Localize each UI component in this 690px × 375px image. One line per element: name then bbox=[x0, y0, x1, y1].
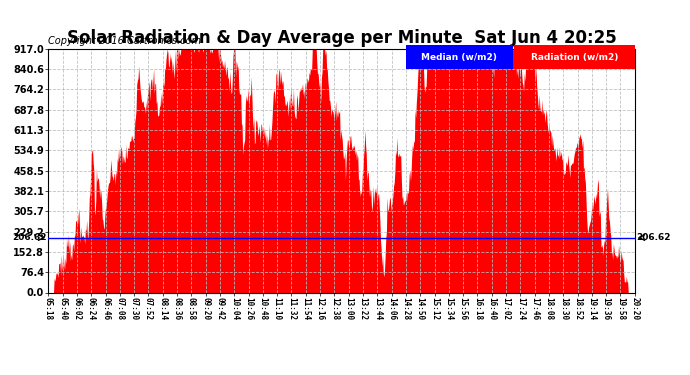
Title: Solar Radiation & Day Average per Minute  Sat Jun 4 20:25: Solar Radiation & Day Average per Minute… bbox=[67, 29, 616, 47]
Text: 206.62: 206.62 bbox=[12, 233, 47, 242]
Text: Median (w/m2): Median (w/m2) bbox=[422, 53, 497, 62]
Text: Copyright 2016 Cartronics.com: Copyright 2016 Cartronics.com bbox=[48, 36, 201, 46]
Text: Radiation (w/m2): Radiation (w/m2) bbox=[531, 53, 618, 62]
Text: 206.62: 206.62 bbox=[636, 233, 671, 242]
